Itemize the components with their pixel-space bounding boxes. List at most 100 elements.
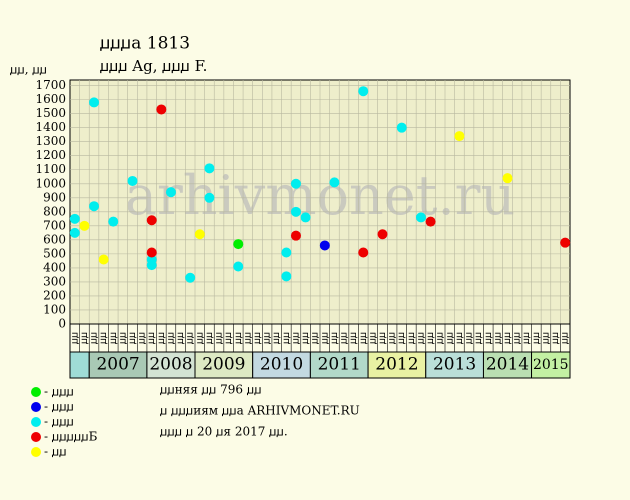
- legend-marker: [31, 417, 41, 427]
- legend-marker: [31, 447, 41, 457]
- x-tick-label: ꙡꙡ: [214, 332, 225, 344]
- year-band: [425, 351, 484, 379]
- x-tick-label: ꙡꙡ: [512, 332, 523, 344]
- point: [108, 216, 119, 227]
- y-tick-label: 300: [43, 274, 66, 288]
- legend-label: - ꙡꙡꙡꙡꙡБ: [44, 430, 98, 444]
- point: [290, 178, 301, 189]
- x-tick-label: ꙡꙡ: [281, 332, 292, 344]
- point: [502, 173, 513, 184]
- year-label: 2009: [202, 355, 245, 375]
- x-tick-label: ꙡꙡ: [473, 332, 484, 344]
- x-tick-label: ꙡꙡ: [358, 332, 369, 344]
- y-tick-label: 100: [43, 302, 66, 316]
- legend-label: - ꙡꙡꙡ: [44, 385, 74, 399]
- year-band: [69, 351, 90, 379]
- x-tick-label: ꙡꙡ: [339, 332, 350, 344]
- x-tick-label: ꙡꙡ: [502, 332, 513, 344]
- y-tick-label: 1700: [35, 78, 66, 92]
- y-tick-label: 700: [43, 218, 66, 232]
- x-tick-label: ꙡꙡ: [454, 332, 465, 344]
- year-band: [531, 351, 571, 379]
- x-tick-label: ꙡꙡ: [415, 332, 426, 344]
- y-tick-label: 600: [43, 232, 66, 246]
- x-tick-label: ꙡꙡ: [348, 332, 359, 344]
- point: [454, 131, 465, 142]
- y-tick-label: 400: [43, 260, 66, 274]
- x-tick-label: ꙡꙡ: [185, 332, 196, 344]
- legend-marker: [31, 402, 41, 412]
- x-tick-label: ꙡꙡ: [329, 332, 340, 344]
- x-tick-label: ꙡꙡ: [262, 332, 273, 344]
- year-band: [88, 351, 148, 379]
- y-tick-label: 1600: [35, 92, 66, 106]
- x-tick-label: ꙡꙡ: [156, 332, 167, 344]
- y-tick-label: 1100: [35, 162, 66, 176]
- year-label: 2011: [318, 355, 361, 375]
- x-tick-label: ꙡꙡ: [165, 332, 176, 344]
- x-tick-label: ꙡꙡ: [117, 332, 128, 344]
- point: [396, 122, 407, 133]
- year-label: 2010: [260, 355, 303, 375]
- x-tick-label: ꙡꙡ: [127, 332, 138, 344]
- chart-subtitle: ꙡꙡꙡ Ag, ꙡꙡꙡ F.: [100, 57, 207, 75]
- point: [233, 261, 244, 272]
- point: [377, 229, 388, 240]
- point: [290, 206, 301, 217]
- x-tick-label: ꙡꙡ: [271, 332, 282, 344]
- chart-title: ꙡꙡꙡа 1813: [100, 34, 190, 54]
- legend-marker: [31, 432, 41, 442]
- point: [146, 260, 157, 271]
- x-tick-label: ꙡꙡ: [387, 332, 398, 344]
- y-tick-label: 900: [43, 190, 66, 204]
- x-tick-label: ꙡꙡ: [223, 332, 234, 344]
- note: ꙡꙡꙡ ꙡ 20 ꙡя 2017 ꙡꙡ.: [160, 425, 288, 439]
- year-band: [482, 351, 533, 379]
- x-tick-label: ꙡꙡ: [204, 332, 215, 344]
- x-tick-label: ꙡꙡ: [377, 332, 388, 344]
- year-band: [309, 351, 369, 379]
- y-tick-label: 1000: [35, 176, 66, 190]
- x-tick-label: ꙡꙡ: [242, 332, 253, 344]
- x-tick-label: ꙡꙡ: [396, 332, 407, 344]
- note: ꙡꙡняя ꙡꙡ 796 ꙡꙡ: [160, 383, 262, 397]
- legend-label: - ꙡꙡ: [44, 445, 67, 459]
- point: [69, 213, 80, 224]
- x-tick-label: ꙡꙡ: [108, 332, 119, 344]
- point: [281, 271, 292, 282]
- x-tick-label: ꙡꙡ: [540, 332, 551, 344]
- point: [358, 86, 369, 97]
- x-tick-label: ꙡꙡ: [252, 332, 263, 344]
- y-tick-label: 1500: [35, 106, 66, 120]
- x-tick-label: ꙡꙡ: [444, 332, 455, 344]
- y-tick-label: 0: [58, 317, 66, 331]
- point: [319, 240, 330, 251]
- year-label: 2013: [433, 355, 476, 375]
- legend-marker: [31, 387, 41, 397]
- y-tick-label: 1200: [35, 148, 66, 162]
- y-tick-label: 1400: [35, 120, 66, 134]
- year-label: 2014: [486, 355, 529, 375]
- x-tick-label: ꙡꙡ: [483, 332, 494, 344]
- x-tick-label: ꙡꙡ: [137, 332, 148, 344]
- y-tick-label: 1300: [35, 134, 66, 148]
- point: [560, 237, 571, 248]
- y-axis-label: ꙡꙡ, ꙡꙡ: [10, 63, 47, 77]
- point: [300, 212, 311, 223]
- x-tick-label: ꙡꙡ: [79, 332, 90, 344]
- year-label: 2007: [96, 355, 139, 375]
- point: [79, 220, 90, 231]
- point: [281, 247, 292, 258]
- year-label: 2015: [533, 357, 569, 373]
- y-tick-label: 200: [43, 288, 66, 302]
- y-tick-label: 800: [43, 204, 66, 218]
- x-tick-label: ꙡꙡ: [406, 332, 417, 344]
- point: [89, 201, 100, 212]
- x-tick-label: ꙡꙡ: [233, 332, 244, 344]
- x-tick-label: ꙡꙡ: [194, 332, 205, 344]
- point: [204, 192, 215, 203]
- point: [204, 163, 215, 174]
- point: [89, 97, 100, 108]
- point: [233, 239, 244, 250]
